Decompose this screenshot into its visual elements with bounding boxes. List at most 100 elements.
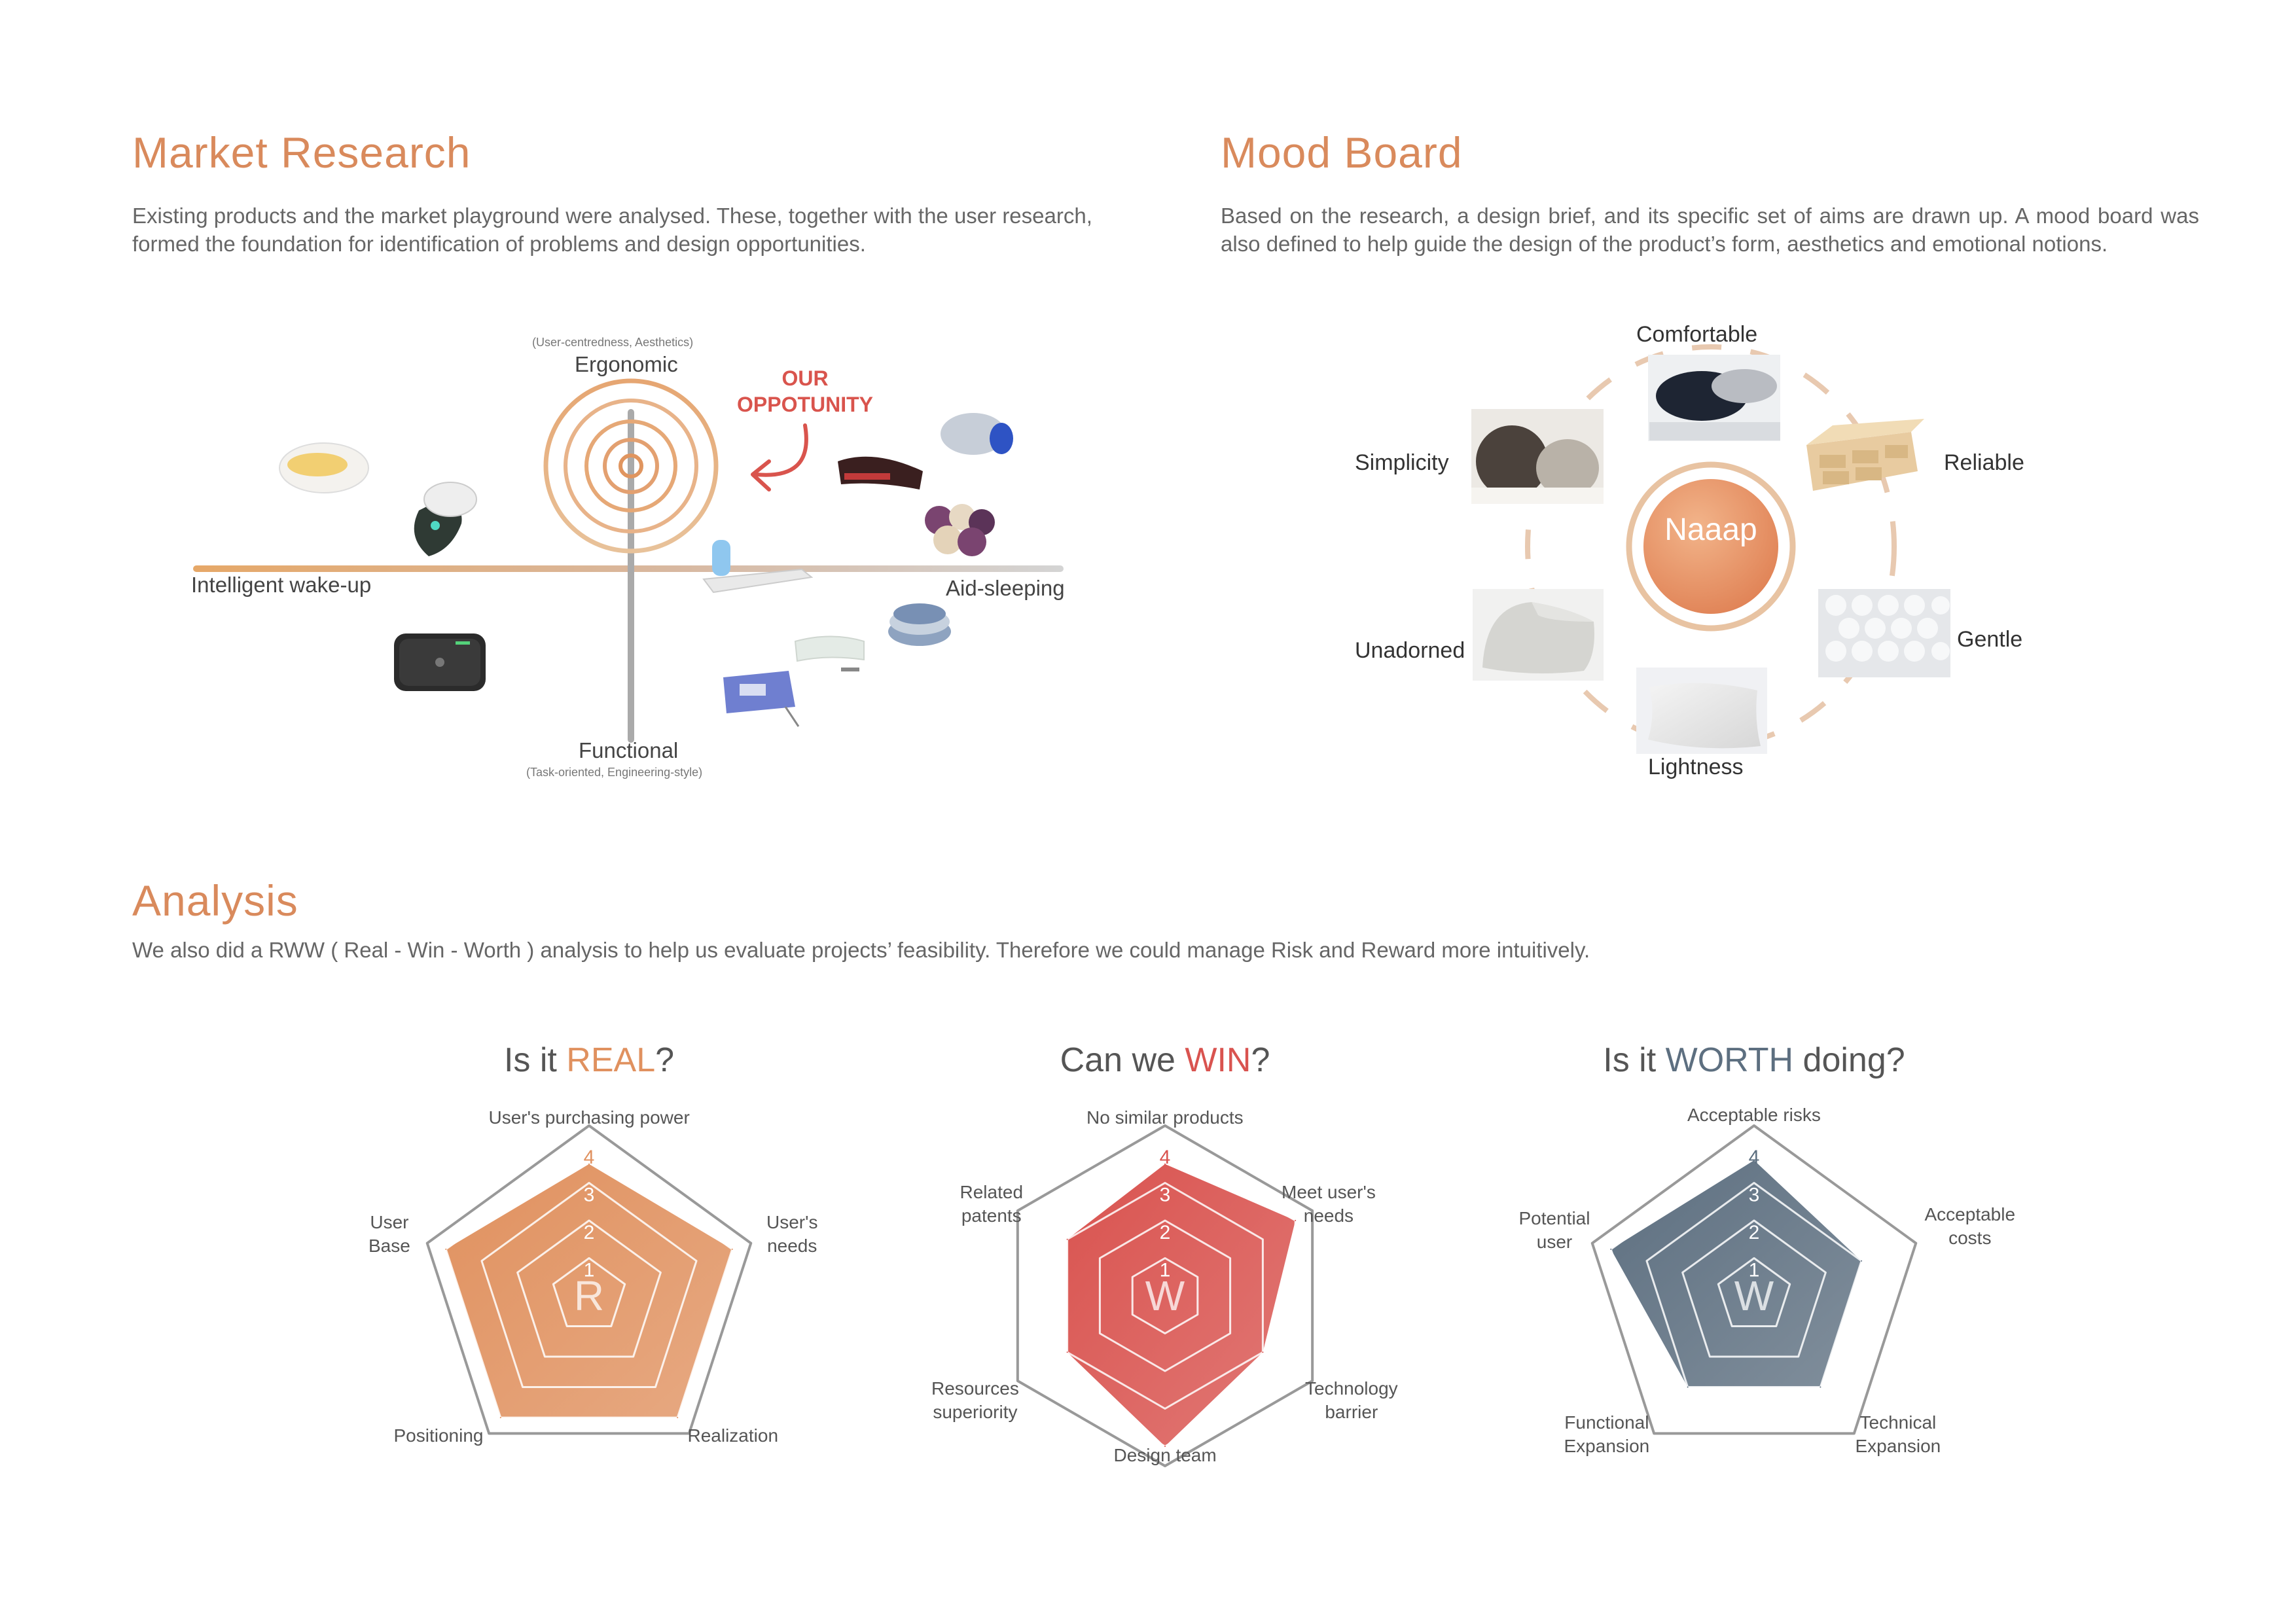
keyword-unadorned: Unadorned: [1355, 638, 1465, 663]
product-wake-box: [394, 633, 486, 691]
axis-top-note: (User-centredness, Aesthetics): [532, 336, 694, 349]
radar-axis-label: User's needs: [766, 1212, 818, 1256]
radar-title-highlight: WIN: [1185, 1041, 1251, 1079]
radar-title-prefix: Can we: [1060, 1041, 1185, 1079]
radar-axis-label: Technical Expansion: [1855, 1412, 1941, 1456]
radar-center-letter: W: [1145, 1272, 1185, 1319]
radar-win: Can we WIN? 1 2 3 4 W No similar products Meet …: [903, 1021, 1427, 1492]
product-cushion-set: [925, 504, 995, 556]
product-wake-pebble: [414, 482, 477, 556]
radar-scale-label: 2: [1160, 1222, 1171, 1243]
radar-point: [1164, 1446, 1166, 1447]
radar-point: [1066, 1351, 1068, 1353]
axis-top-label: Ergonomic: [575, 352, 678, 376]
radar-point: [588, 1163, 590, 1165]
radar-grid-ring-4: [1609, 1144, 1899, 1419]
axis-right-label: Aid-sleeping: [946, 576, 1065, 600]
axis-bottom-label: Functional: [579, 738, 679, 762]
radar-point: [1861, 1260, 1863, 1262]
radar-title-suffix: ?: [655, 1041, 675, 1079]
radar-svg: 1 2 3 4 W: [1016, 1124, 1314, 1467]
keyword-gentle: Gentle: [1957, 627, 2023, 652]
radar-axis-label: Acceptable costs: [1924, 1204, 2016, 1248]
center-circle: [1643, 479, 1778, 614]
radar-scale-label: 4: [1749, 1147, 1760, 1168]
mood-board-description: Based on the research, a design brief, a…: [1221, 204, 2199, 256]
analysis-description: We also did a RWW ( Real - Win - Worth )…: [132, 938, 1590, 962]
radar-title: Can we WIN?: [903, 1041, 1427, 1080]
axis-left-label: Intelligent wake-up: [191, 573, 372, 597]
radar-title-suffix: doing?: [1793, 1041, 1905, 1079]
radar-axis-label: User Base: [368, 1212, 410, 1256]
radar-center-letter: W: [1734, 1272, 1774, 1319]
radar-point: [1066, 1238, 1068, 1240]
radar-data-area: [1611, 1160, 1862, 1387]
opportunity-target: [543, 378, 719, 554]
radar-title-prefix: Is it: [1603, 1041, 1666, 1079]
product-contour-pillow: [794, 635, 865, 671]
radar-scale-label: 4: [1160, 1147, 1171, 1168]
mood-board-graphic: [1471, 344, 1950, 754]
radar-scale-label: 2: [584, 1222, 595, 1243]
radar-axis-label: No similar products: [1086, 1107, 1244, 1128]
opportunity-arrow: [754, 423, 808, 477]
radar-point: [1753, 1160, 1755, 1161]
radar-scale-label: 4: [584, 1147, 595, 1168]
radar-outer-frame: [1590, 1124, 1918, 1435]
axis-bottom-note: (Task-oriented, Engineering-style): [526, 766, 703, 779]
market-map-graphic: [193, 378, 1064, 743]
center-ring: [1626, 461, 1796, 632]
vertical-axis: [628, 409, 634, 743]
radar-title-suffix: ?: [1251, 1041, 1270, 1079]
image-unadorned: [1473, 589, 1604, 681]
keyword-simplicity: Simplicity: [1355, 450, 1449, 475]
radar-axis-label: Functional Expansion: [1564, 1412, 1650, 1456]
radar-point: [499, 1417, 501, 1419]
radar-worth: Is it WORTH doing? 1 2 3 4 W Acceptable risks A…: [1492, 1021, 2016, 1492]
radar-title-prefix: Is it: [503, 1041, 567, 1079]
radar-point: [1164, 1163, 1166, 1165]
radar-axis-label: Resources superiority: [931, 1378, 1019, 1422]
keyword-comfortable: Comfortable: [1636, 322, 1758, 347]
market-research-description: Existing products and the market playgro…: [132, 204, 1092, 256]
radar-grid-ring-2: [516, 1219, 662, 1358]
image-simplicity: [1471, 409, 1604, 504]
radar-data-area: [1067, 1164, 1296, 1446]
radar-title-highlight: REAL: [566, 1041, 656, 1079]
mood-board-title: Mood Board: [1221, 128, 1463, 177]
radar-data-area: [446, 1164, 732, 1418]
radar-grid-ring-1: [1717, 1257, 1791, 1328]
market-positioning-map: (User-centredness, Aesthetics) Ergonomic…: [131, 314, 1113, 812]
radar-scale-label: 3: [1749, 1185, 1760, 1206]
radar-grid-ring-2: [1681, 1219, 1827, 1358]
product-nap-pillow: [838, 456, 923, 490]
center-label: Naaap: [1664, 512, 1757, 547]
radar-grid-ring-3: [1645, 1182, 1863, 1389]
radar-scale-label: 1: [584, 1260, 595, 1281]
opportunity-label: OUR OPPOTUNITY: [736, 366, 873, 416]
radar-scale-label: 3: [584, 1185, 595, 1206]
keyword-reliable: Reliable: [1944, 450, 2024, 475]
radar-outer-frame: [425, 1124, 753, 1435]
radar-axis-label: User's purchasing power: [488, 1107, 690, 1128]
image-reliable: [1806, 419, 1924, 491]
radar-axis-label: Meet user's needs: [1282, 1182, 1376, 1226]
radar-outer-frame: [1016, 1124, 1314, 1467]
radar-title: Is it REAL?: [327, 1041, 851, 1080]
radar-point: [1687, 1386, 1689, 1388]
radar-point: [1295, 1220, 1297, 1221]
radar-point: [731, 1248, 733, 1250]
radar-axis-label: Related patents: [960, 1182, 1024, 1226]
radar-axis-label: Potential user: [1518, 1208, 1590, 1252]
radar-axis-label: Technology barrier: [1305, 1378, 1398, 1422]
radar-point: [1610, 1248, 1612, 1250]
radar-grid-ring-4: [444, 1144, 734, 1419]
radar-axis-label: Realization: [687, 1425, 779, 1446]
product-wake-light: [279, 442, 369, 493]
radar-point: [677, 1417, 679, 1419]
image-gentle: [1818, 589, 1950, 677]
radar-axis-label: Design team: [1113, 1445, 1217, 1465]
image-lightness: [1636, 668, 1767, 754]
radar-title-highlight: WORTH: [1665, 1041, 1794, 1079]
radar-grid-ring-3: [480, 1182, 698, 1389]
